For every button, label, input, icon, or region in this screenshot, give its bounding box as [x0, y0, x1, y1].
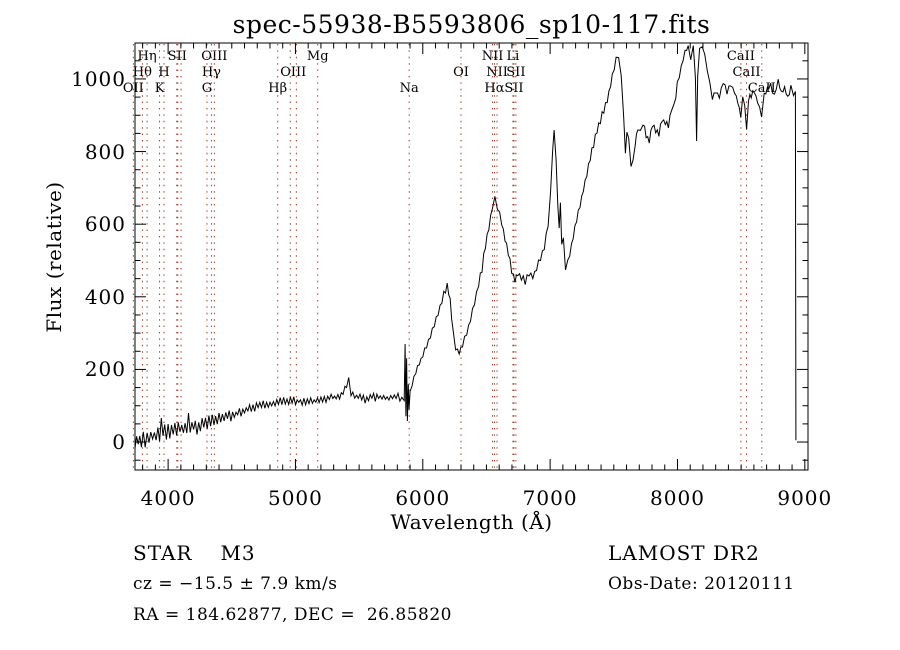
cz-value: cz = −15.5 ± 7.9 km/s — [133, 574, 338, 594]
spectral-line-label: OII — [122, 81, 144, 96]
y-tick-label: 600 — [84, 212, 126, 237]
spectral-line-label: Na — [399, 81, 419, 96]
spectral-line-label: SII — [504, 81, 524, 96]
x-tick-label: 6000 — [395, 486, 451, 510]
spectral-line-label: CaII — [747, 81, 776, 96]
spectral-line-label: Mg — [306, 49, 329, 64]
spectral-line-label: G — [201, 81, 213, 96]
spectral-line-label: H — [158, 65, 170, 80]
y-tick-label: 0 — [112, 430, 126, 455]
spectral-line-label: NII — [486, 65, 508, 80]
x-axis-label: Wavelength (Å) — [390, 510, 553, 534]
y-tick-label: 200 — [84, 357, 126, 382]
survey-label: LAMOST DR2 — [608, 541, 760, 565]
obs-date-label: Obs-Date: 20120111 — [608, 574, 795, 594]
x-tick-label: 8000 — [650, 486, 705, 510]
spectral-line-label: OI — [453, 65, 469, 80]
spectral-line-label: Hη — [137, 49, 157, 64]
spectral-line-label: Li — [506, 49, 520, 64]
spectral-line-label: CaII — [732, 65, 761, 80]
y-tick-label: 400 — [84, 284, 126, 309]
spectral-line-label: NII — [481, 49, 504, 64]
spectral-line-label: CaII — [726, 49, 755, 64]
x-tick-label: 9000 — [777, 486, 833, 510]
x-tick-label: 7000 — [522, 486, 578, 510]
y-axis-label: Flux (relative) — [42, 181, 66, 333]
spectral-line-label: OIII — [280, 65, 307, 80]
plot-title: spec-55938-B5593806_sp10-117.fits — [232, 10, 711, 39]
spectral-line-label: SII — [167, 49, 187, 64]
spectral-line-label: SII — [506, 65, 526, 80]
y-tick-label: 800 — [84, 139, 126, 164]
ra-dec-value: RA = 184.62877, DEC = 26.85820 — [133, 605, 452, 625]
x-tick-label: 5000 — [267, 486, 323, 510]
object-subclass-label: M3 — [220, 541, 256, 565]
x-tick-label: 4000 — [140, 486, 196, 510]
y-tick-label: 1000 — [71, 66, 126, 91]
spectral-line-label: Hα — [484, 81, 505, 96]
object-class-line: STAR M3 — [133, 541, 256, 565]
spectral-line-label: Hβ — [268, 81, 288, 96]
object-class-label: STAR — [133, 541, 193, 565]
spectral-line-label: K — [154, 81, 165, 96]
spectral-line-label: Hγ — [201, 65, 221, 80]
spectral-line-label: OIII — [201, 49, 228, 64]
spectral-line-label: Hθ — [132, 65, 152, 80]
